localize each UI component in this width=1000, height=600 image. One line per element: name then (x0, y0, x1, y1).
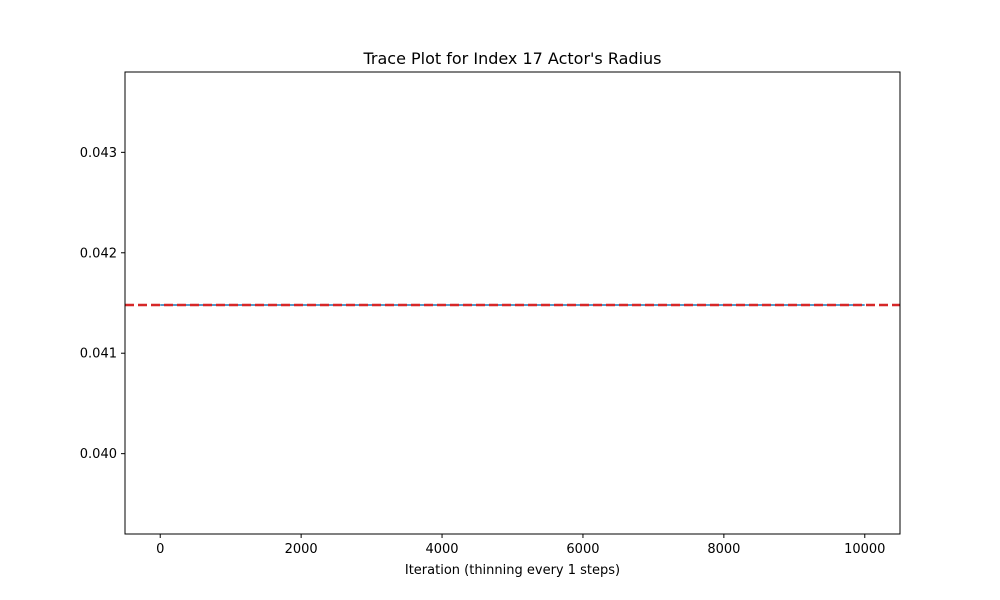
x-axis-label: Iteration (thinning every 1 steps) (405, 563, 620, 578)
x-tick-label: 4000 (425, 542, 458, 557)
x-tick-label: 2000 (285, 542, 318, 557)
x-tick-label: 8000 (707, 542, 740, 557)
chart-title: Trace Plot for Index 17 Actor's Radius (362, 49, 661, 68)
y-tick-label: 0.041 (80, 347, 117, 362)
y-tick-label: 0.043 (80, 146, 117, 161)
x-tick-label: 6000 (566, 542, 599, 557)
x-axis-ticks: 0 2000 4000 6000 8000 10000 (156, 534, 885, 557)
y-tick-label: 0.040 (80, 447, 117, 462)
y-axis-ticks: 0.040 0.041 0.042 0.043 (80, 146, 125, 462)
plot-frame (124, 71, 901, 535)
y-tick-label: 0.042 (80, 246, 117, 261)
x-tick-label: 10000 (844, 542, 885, 557)
x-tick-label: 0 (156, 542, 164, 557)
